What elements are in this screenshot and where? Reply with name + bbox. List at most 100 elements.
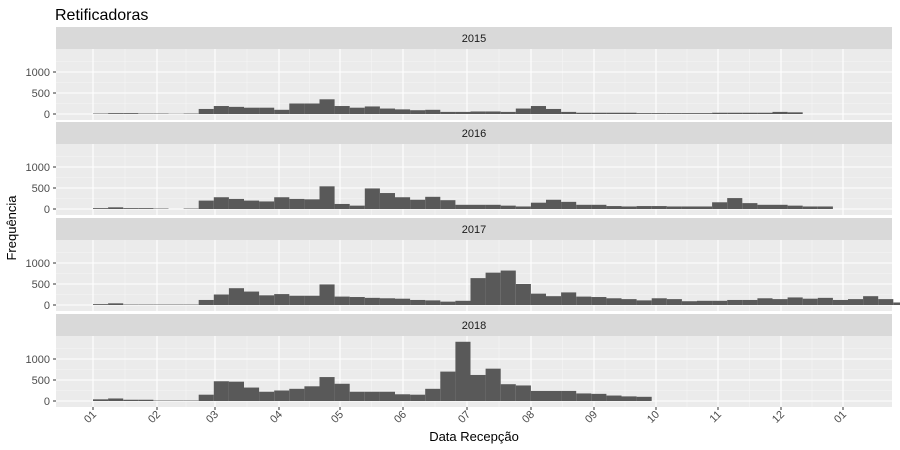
facet-strip-label: 2015 xyxy=(462,33,486,45)
x-tick-label: 04 xyxy=(268,409,285,426)
histogram-bar xyxy=(379,108,395,114)
histogram-bar xyxy=(379,193,395,209)
histogram-bar xyxy=(561,111,577,114)
histogram-bar xyxy=(606,395,622,401)
histogram-bar xyxy=(666,113,682,114)
histogram-bar xyxy=(364,391,380,401)
histogram-bar xyxy=(274,390,290,401)
facet-2018: 2018 0 500 1000 xyxy=(26,314,892,408)
histogram-bar xyxy=(848,299,864,305)
histogram-bar xyxy=(530,390,546,401)
histogram-bar xyxy=(395,197,411,209)
histogram-bar xyxy=(515,385,531,401)
histogram-bar xyxy=(93,208,109,209)
histogram-bar xyxy=(621,206,637,209)
chart-title: Retificadoras xyxy=(55,7,148,24)
facet-strip xyxy=(56,122,892,144)
x-tick-label: 01 xyxy=(82,409,99,426)
facet-2015: 2015 0 500 1000 xyxy=(26,27,892,121)
histogram-bar xyxy=(485,272,501,305)
histogram-bar xyxy=(138,399,154,401)
histogram-bar xyxy=(787,112,803,114)
histogram-bar xyxy=(213,294,229,305)
histogram-bar xyxy=(108,207,124,209)
histogram-bar xyxy=(304,199,320,209)
histogram-bar xyxy=(621,299,637,305)
histogram-bar xyxy=(319,186,335,209)
facet-strip xyxy=(56,314,892,336)
histogram-bar xyxy=(621,112,637,114)
histogram-bar xyxy=(440,301,456,305)
histogram-bar xyxy=(93,304,109,305)
histogram-bar xyxy=(470,204,486,209)
histogram-bar xyxy=(530,106,546,114)
histogram-bar xyxy=(727,198,743,209)
facet-strip xyxy=(56,218,892,240)
histogram-bar xyxy=(455,111,471,114)
histogram-bar xyxy=(213,197,229,209)
histogram-bar xyxy=(228,288,244,305)
histogram-bar xyxy=(576,112,592,114)
histogram-bar xyxy=(515,108,531,114)
histogram-bar xyxy=(485,368,501,401)
histogram-bar xyxy=(425,109,441,114)
histogram-bar xyxy=(636,113,652,114)
histogram-bar xyxy=(289,198,305,209)
histogram-bar xyxy=(606,206,622,209)
histogram-bar xyxy=(349,391,365,401)
histogram-bar xyxy=(757,112,773,114)
histogram-bar xyxy=(546,108,562,114)
x-tick-label: 10 xyxy=(645,409,662,426)
x-tick-label: 11 xyxy=(708,409,725,426)
histogram-bar xyxy=(228,106,244,114)
histogram-bar xyxy=(561,390,577,401)
histogram-bar xyxy=(138,208,154,209)
histogram-bar xyxy=(319,377,335,401)
x-axis-title: Data Recepção xyxy=(429,429,519,444)
histogram-bar xyxy=(379,298,395,305)
y-tick-label: 0 xyxy=(44,109,50,121)
histogram-bar xyxy=(561,292,577,305)
histogram-bar xyxy=(244,107,260,114)
histogram-bar xyxy=(681,301,697,305)
x-tick-label: 07 xyxy=(456,409,473,426)
histogram-bar xyxy=(425,300,441,305)
histogram-bar xyxy=(863,296,879,305)
histogram-bar xyxy=(259,107,275,114)
panel-background xyxy=(56,49,892,120)
histogram-bar xyxy=(636,396,652,401)
histogram-bar xyxy=(817,297,833,305)
histogram-bar xyxy=(485,204,501,209)
histogram-bar xyxy=(485,111,501,114)
y-tick-label: 1000 xyxy=(26,258,50,270)
histogram-bar xyxy=(349,297,365,305)
histogram-bar xyxy=(334,383,350,401)
histogram-bar xyxy=(500,270,516,305)
histogram-bar xyxy=(334,296,350,305)
facet-strip-label: 2017 xyxy=(462,224,486,236)
histogram-bar xyxy=(410,110,426,114)
histogram-bar xyxy=(395,394,411,401)
histogram-bar xyxy=(606,112,622,114)
histogram-bar xyxy=(470,278,486,305)
histogram-bar xyxy=(334,106,350,114)
histogram-bar xyxy=(530,293,546,305)
x-tick-label: 05 xyxy=(329,409,346,426)
histogram-bar xyxy=(681,113,697,114)
x-tick-label: 12 xyxy=(770,409,787,426)
histogram-bar xyxy=(697,206,713,209)
histogram-bar xyxy=(228,381,244,401)
histogram-bar xyxy=(757,298,773,305)
histogram-bar xyxy=(561,201,577,209)
histogram-bar xyxy=(304,295,320,305)
histogram-bar xyxy=(425,388,441,401)
histogram-bar xyxy=(817,206,833,209)
histogram-bar xyxy=(108,113,124,114)
facet-strip-label: 2016 xyxy=(462,128,486,140)
histogram-bar xyxy=(198,108,214,114)
histogram-bar xyxy=(470,111,486,114)
histogram-bar xyxy=(440,371,456,401)
histogram-bar xyxy=(289,388,305,401)
histogram-bar xyxy=(591,204,607,209)
